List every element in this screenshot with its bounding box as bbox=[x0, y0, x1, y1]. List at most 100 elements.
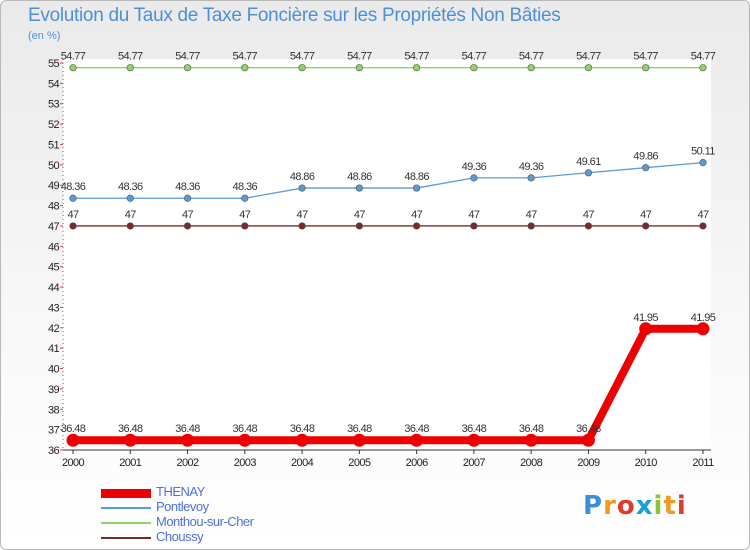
logo-letter: x bbox=[635, 491, 654, 521]
legend-label: THENAY bbox=[156, 484, 205, 499]
data-label: 36.48 bbox=[233, 423, 258, 435]
data-point bbox=[241, 222, 249, 230]
data-point bbox=[355, 184, 363, 192]
data-point bbox=[467, 433, 481, 447]
y-tick-label: 50 bbox=[48, 160, 60, 172]
legend-label: Pontlevoy bbox=[156, 499, 209, 514]
data-label: 50.11 bbox=[691, 146, 715, 158]
y-tick-label: 47 bbox=[48, 221, 60, 233]
y-tick-label: 39 bbox=[48, 384, 60, 396]
data-label: 41.95 bbox=[691, 312, 716, 324]
y-tick-label: 46 bbox=[48, 241, 60, 253]
logo-letter: P bbox=[583, 491, 604, 521]
data-label: 36.48 bbox=[290, 423, 315, 435]
data-label: 48.36 bbox=[175, 181, 200, 193]
data-label: 47 bbox=[583, 209, 595, 221]
data-point bbox=[470, 222, 478, 230]
data-point bbox=[527, 174, 535, 182]
data-point bbox=[470, 174, 478, 182]
data-point bbox=[413, 64, 421, 72]
data-label: 49.36 bbox=[462, 161, 487, 173]
data-point bbox=[413, 222, 421, 230]
y-tick-label: 51 bbox=[48, 139, 60, 151]
data-label: 54.77 bbox=[175, 51, 200, 63]
data-label: 48.86 bbox=[404, 171, 429, 183]
data-label: 48.86 bbox=[290, 171, 315, 183]
data-label: 41.95 bbox=[633, 312, 658, 324]
data-point bbox=[66, 433, 80, 447]
data-point bbox=[126, 64, 134, 72]
data-label: 36.48 bbox=[404, 423, 429, 435]
data-point bbox=[241, 64, 249, 72]
legend-label: Monthou-sur-Cher bbox=[156, 514, 254, 529]
y-tick-label: 36 bbox=[48, 445, 60, 457]
logo-letter: i bbox=[653, 491, 664, 521]
data-label: 54.77 bbox=[404, 51, 429, 63]
data-point bbox=[642, 222, 650, 230]
data-point bbox=[69, 222, 77, 230]
legend-swatch bbox=[101, 537, 151, 539]
logo-letter: i bbox=[676, 491, 687, 521]
data-point bbox=[69, 64, 77, 72]
data-label: 47 bbox=[411, 209, 423, 221]
data-label: 47 bbox=[354, 209, 366, 221]
y-tick-label: 41 bbox=[48, 343, 60, 355]
data-label: 36.48 bbox=[462, 423, 487, 435]
data-point bbox=[355, 64, 363, 72]
data-point bbox=[183, 64, 192, 72]
data-point bbox=[584, 222, 593, 230]
plot-area bbox=[63, 59, 711, 450]
data-label: 36.48 bbox=[347, 423, 372, 435]
x-tick-label: 2000 bbox=[62, 457, 85, 469]
legend-swatch bbox=[101, 488, 151, 498]
data-point bbox=[642, 64, 650, 72]
proxiti-logo: Proxiti bbox=[583, 491, 687, 521]
data-label: 54.77 bbox=[290, 51, 315, 63]
data-label: 47 bbox=[67, 209, 79, 221]
data-point bbox=[470, 64, 478, 72]
x-tick-label: 2006 bbox=[406, 457, 429, 469]
data-label: 54.77 bbox=[61, 51, 86, 63]
y-tick-label: 54 bbox=[48, 78, 60, 90]
y-tick-label: 48 bbox=[48, 201, 60, 213]
data-label: 54.77 bbox=[633, 51, 658, 63]
data-label: 36.48 bbox=[118, 423, 143, 435]
data-point bbox=[238, 433, 252, 447]
data-label: 54.77 bbox=[118, 51, 143, 63]
data-point bbox=[181, 433, 195, 447]
y-tick-label: 53 bbox=[48, 99, 60, 111]
data-point bbox=[355, 222, 363, 230]
data-label: 47 bbox=[182, 209, 194, 221]
series-line-thenay bbox=[73, 324, 703, 445]
x-tick-label: 2002 bbox=[177, 457, 200, 469]
y-tick-label: 52 bbox=[48, 119, 60, 131]
y-tick-label: 38 bbox=[48, 404, 60, 416]
data-point bbox=[699, 64, 707, 72]
data-point bbox=[527, 222, 535, 230]
y-axis-unit: (en %) bbox=[28, 30, 61, 42]
data-point bbox=[241, 194, 249, 202]
y-tick-label: 44 bbox=[48, 282, 60, 294]
data-point bbox=[584, 64, 593, 72]
logo-letter: t bbox=[663, 491, 677, 521]
data-point bbox=[410, 433, 424, 447]
data-label: 36.48 bbox=[175, 423, 200, 435]
data-label: 47 bbox=[239, 209, 251, 221]
data-point bbox=[298, 64, 306, 72]
data-point bbox=[352, 433, 366, 447]
data-label: 54.77 bbox=[233, 51, 258, 63]
y-tick-label: 37 bbox=[48, 425, 60, 437]
data-label: 36.48 bbox=[519, 423, 544, 435]
x-tick-label: 2003 bbox=[234, 457, 257, 469]
data-label: 49.86 bbox=[633, 151, 658, 163]
y-tick-label: 55 bbox=[48, 58, 60, 70]
data-point bbox=[581, 433, 595, 447]
data-point bbox=[413, 184, 421, 192]
data-point bbox=[639, 322, 653, 336]
data-label: 36.48 bbox=[576, 423, 601, 435]
logo-letter: o bbox=[616, 491, 636, 521]
x-tick-label: 2007 bbox=[463, 457, 486, 469]
x-tick-label: 2004 bbox=[291, 457, 314, 469]
data-label: 54.77 bbox=[691, 51, 716, 63]
